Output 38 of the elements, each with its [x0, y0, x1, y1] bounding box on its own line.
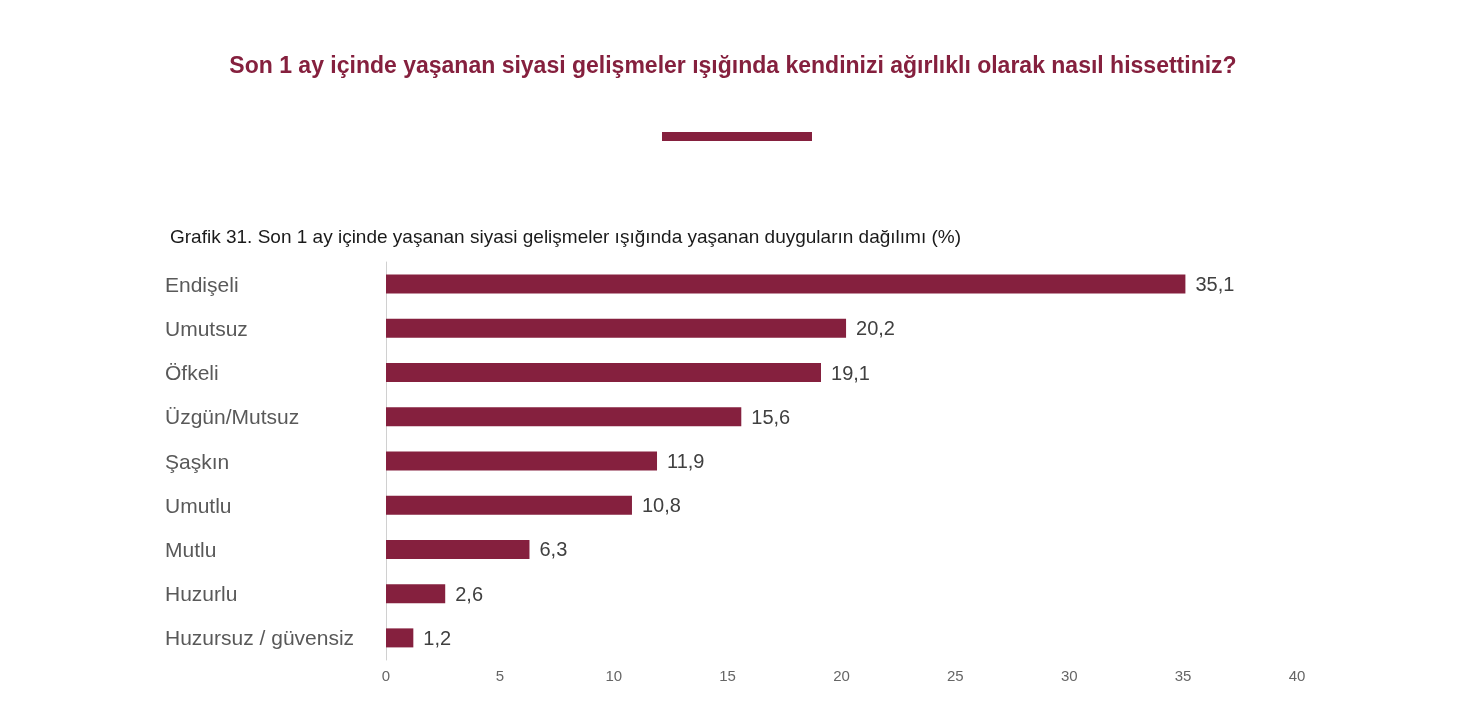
x-tick-label: 40	[1288, 667, 1306, 684]
bar	[386, 363, 821, 383]
x-tick-label: 30	[1060, 667, 1078, 684]
bar	[386, 407, 742, 427]
x-tick-label: 25	[947, 667, 964, 684]
y-tick-label: Endişeli	[165, 272, 239, 296]
y-tick-label: Huzurlu	[165, 582, 238, 606]
x-tick-label: 20	[833, 667, 850, 684]
data-label: 11,9	[667, 450, 705, 472]
bar	[386, 274, 1186, 294]
data-label: 15,6	[751, 405, 791, 428]
bar	[386, 584, 446, 604]
bar	[386, 495, 632, 515]
bar	[386, 451, 658, 471]
bar	[386, 628, 414, 648]
bar	[386, 318, 847, 338]
data-label: 19,1	[831, 361, 870, 384]
x-tick-label: 15	[719, 667, 736, 684]
x-tick-label: 35	[1174, 667, 1192, 684]
bar	[386, 539, 530, 559]
y-tick-label: Umutlu	[165, 493, 232, 517]
chart-title: Son 1 ay içinde yaşanan siyasi gelişmeler ışığında kendinizi ağırlıklı olarak nasıl hissettiniz?	[229, 51, 1237, 78]
y-tick-label: Umutsuz	[165, 316, 248, 340]
y-tick-label: Mutlu	[165, 537, 217, 561]
x-tick-label: 0	[381, 667, 391, 684]
data-label: 10,8	[641, 494, 681, 517]
data-label: 6,3	[539, 538, 568, 561]
y-tick-label: Öfkeli	[165, 361, 219, 385]
y-tick-label: Huzursuz / güvensiz	[165, 626, 355, 650]
x-tick-label: 5	[495, 667, 505, 684]
data-label: 35,1	[1195, 273, 1235, 296]
y-tick-label: Şaşkın	[165, 449, 230, 473]
chart-subtitle: Grafik 31. Son 1 ay içinde yaşanan siyasi gelişmeler ışığında yaşanan duyguların dağılımı (%)	[170, 226, 962, 247]
data-label: 20,2	[856, 317, 895, 340]
y-tick-label: Üzgün/Mutsuz	[165, 405, 300, 429]
data-label: 2,6	[455, 582, 484, 605]
x-tick-label: 10	[605, 667, 623, 684]
data-label: 1,2	[423, 626, 452, 649]
